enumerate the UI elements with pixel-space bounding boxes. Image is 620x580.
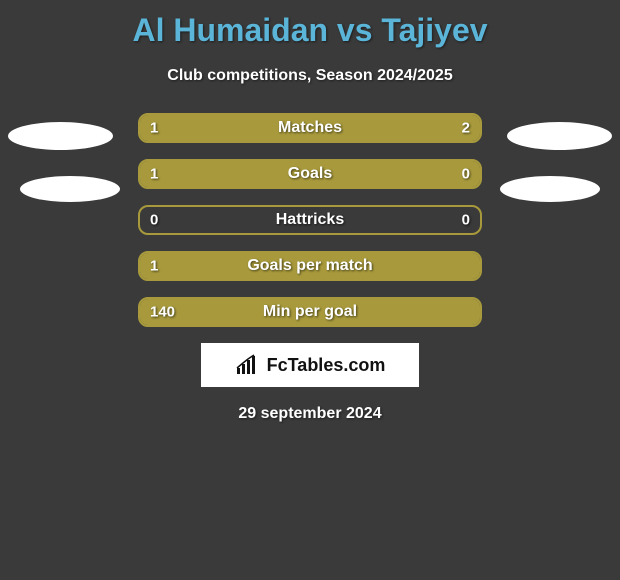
bar-matches: 1 Matches 2 xyxy=(138,113,482,143)
source-logo: FcTables.com xyxy=(201,343,419,387)
bar-value-right: 0 xyxy=(462,166,470,183)
player-left-avatar-2 xyxy=(20,176,120,202)
bar-label: Hattricks xyxy=(140,211,480,229)
bar-goals-per-match: 1 Goals per match xyxy=(138,251,482,281)
player-right-avatar-2 xyxy=(500,176,600,202)
bar-label: Goals per match xyxy=(140,257,480,275)
logo-text: FcTables.com xyxy=(267,355,386,376)
date-text: 29 september 2024 xyxy=(0,405,620,423)
bar-min-per-goal: 140 Min per goal xyxy=(138,297,482,327)
player-right-avatar-1 xyxy=(507,122,612,150)
barchart-icon xyxy=(235,354,261,376)
player-left-avatar-1 xyxy=(8,122,113,150)
bar-label: Min per goal xyxy=(140,303,480,321)
bar-value-right: 0 xyxy=(462,212,470,229)
bar-goals: 1 Goals 0 xyxy=(138,159,482,189)
bar-label: Goals xyxy=(140,165,480,183)
page-subtitle: Club competitions, Season 2024/2025 xyxy=(0,67,620,85)
bar-hattricks: 0 Hattricks 0 xyxy=(138,205,482,235)
page-title: Al Humaidan vs Tajiyev xyxy=(0,0,620,49)
bar-label: Matches xyxy=(140,119,480,137)
bar-value-right: 2 xyxy=(462,120,470,137)
